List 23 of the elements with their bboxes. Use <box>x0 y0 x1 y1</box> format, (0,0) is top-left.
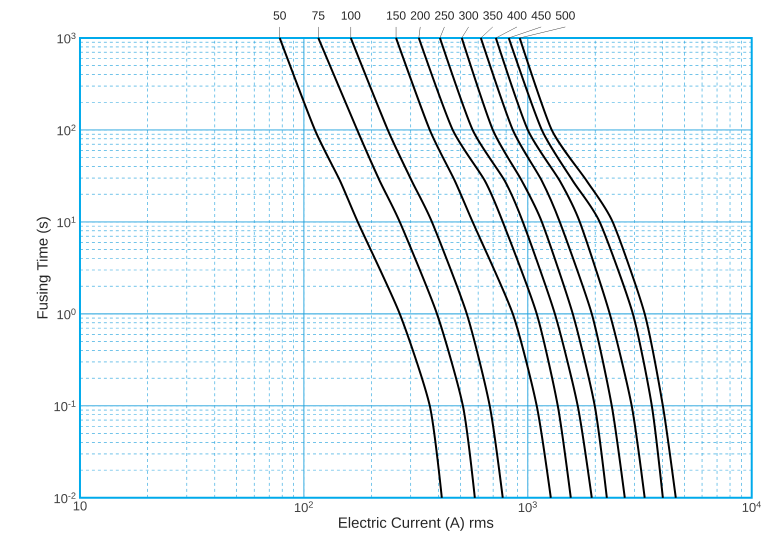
y-tick-label: 10$^{1}$ <box>58 216 76 228</box>
y-tick-label: 10$^{-1}$ <box>54 400 76 412</box>
y-axis-title: Fusing Time (s) <box>36 217 51 318</box>
series-label: 350 <box>483 11 502 20</box>
y-tick-label: 10$^{3}$ <box>58 32 76 44</box>
series-label: 75 <box>312 11 324 20</box>
series-label: 50 <box>274 11 286 20</box>
x-tick-label: 10 <box>74 501 87 511</box>
x-tick-label: 10$^{3}$ <box>518 501 537 512</box>
series-label: 100 <box>342 11 360 20</box>
y-tick-label: 10$^{-2}$ <box>54 492 76 504</box>
series-label: 300 <box>459 11 478 20</box>
text: 500 <box>556 11 575 20</box>
x-tick-label: 10$^{2}$ <box>294 501 313 512</box>
text: 450 <box>531 11 551 20</box>
y-tick-label: 10$^{0}$ <box>58 308 76 320</box>
series-label: 150 <box>386 11 406 20</box>
x-axis-title: Electric Current (A) rms <box>339 517 494 531</box>
y-tick-label: 10$^{2}$ <box>58 124 76 136</box>
series-label: 200 <box>410 11 430 20</box>
series-label: 400 <box>507 11 526 20</box>
series-label: 250 <box>435 11 454 20</box>
x-tick-label: 10$^{4}$ <box>742 501 761 512</box>
